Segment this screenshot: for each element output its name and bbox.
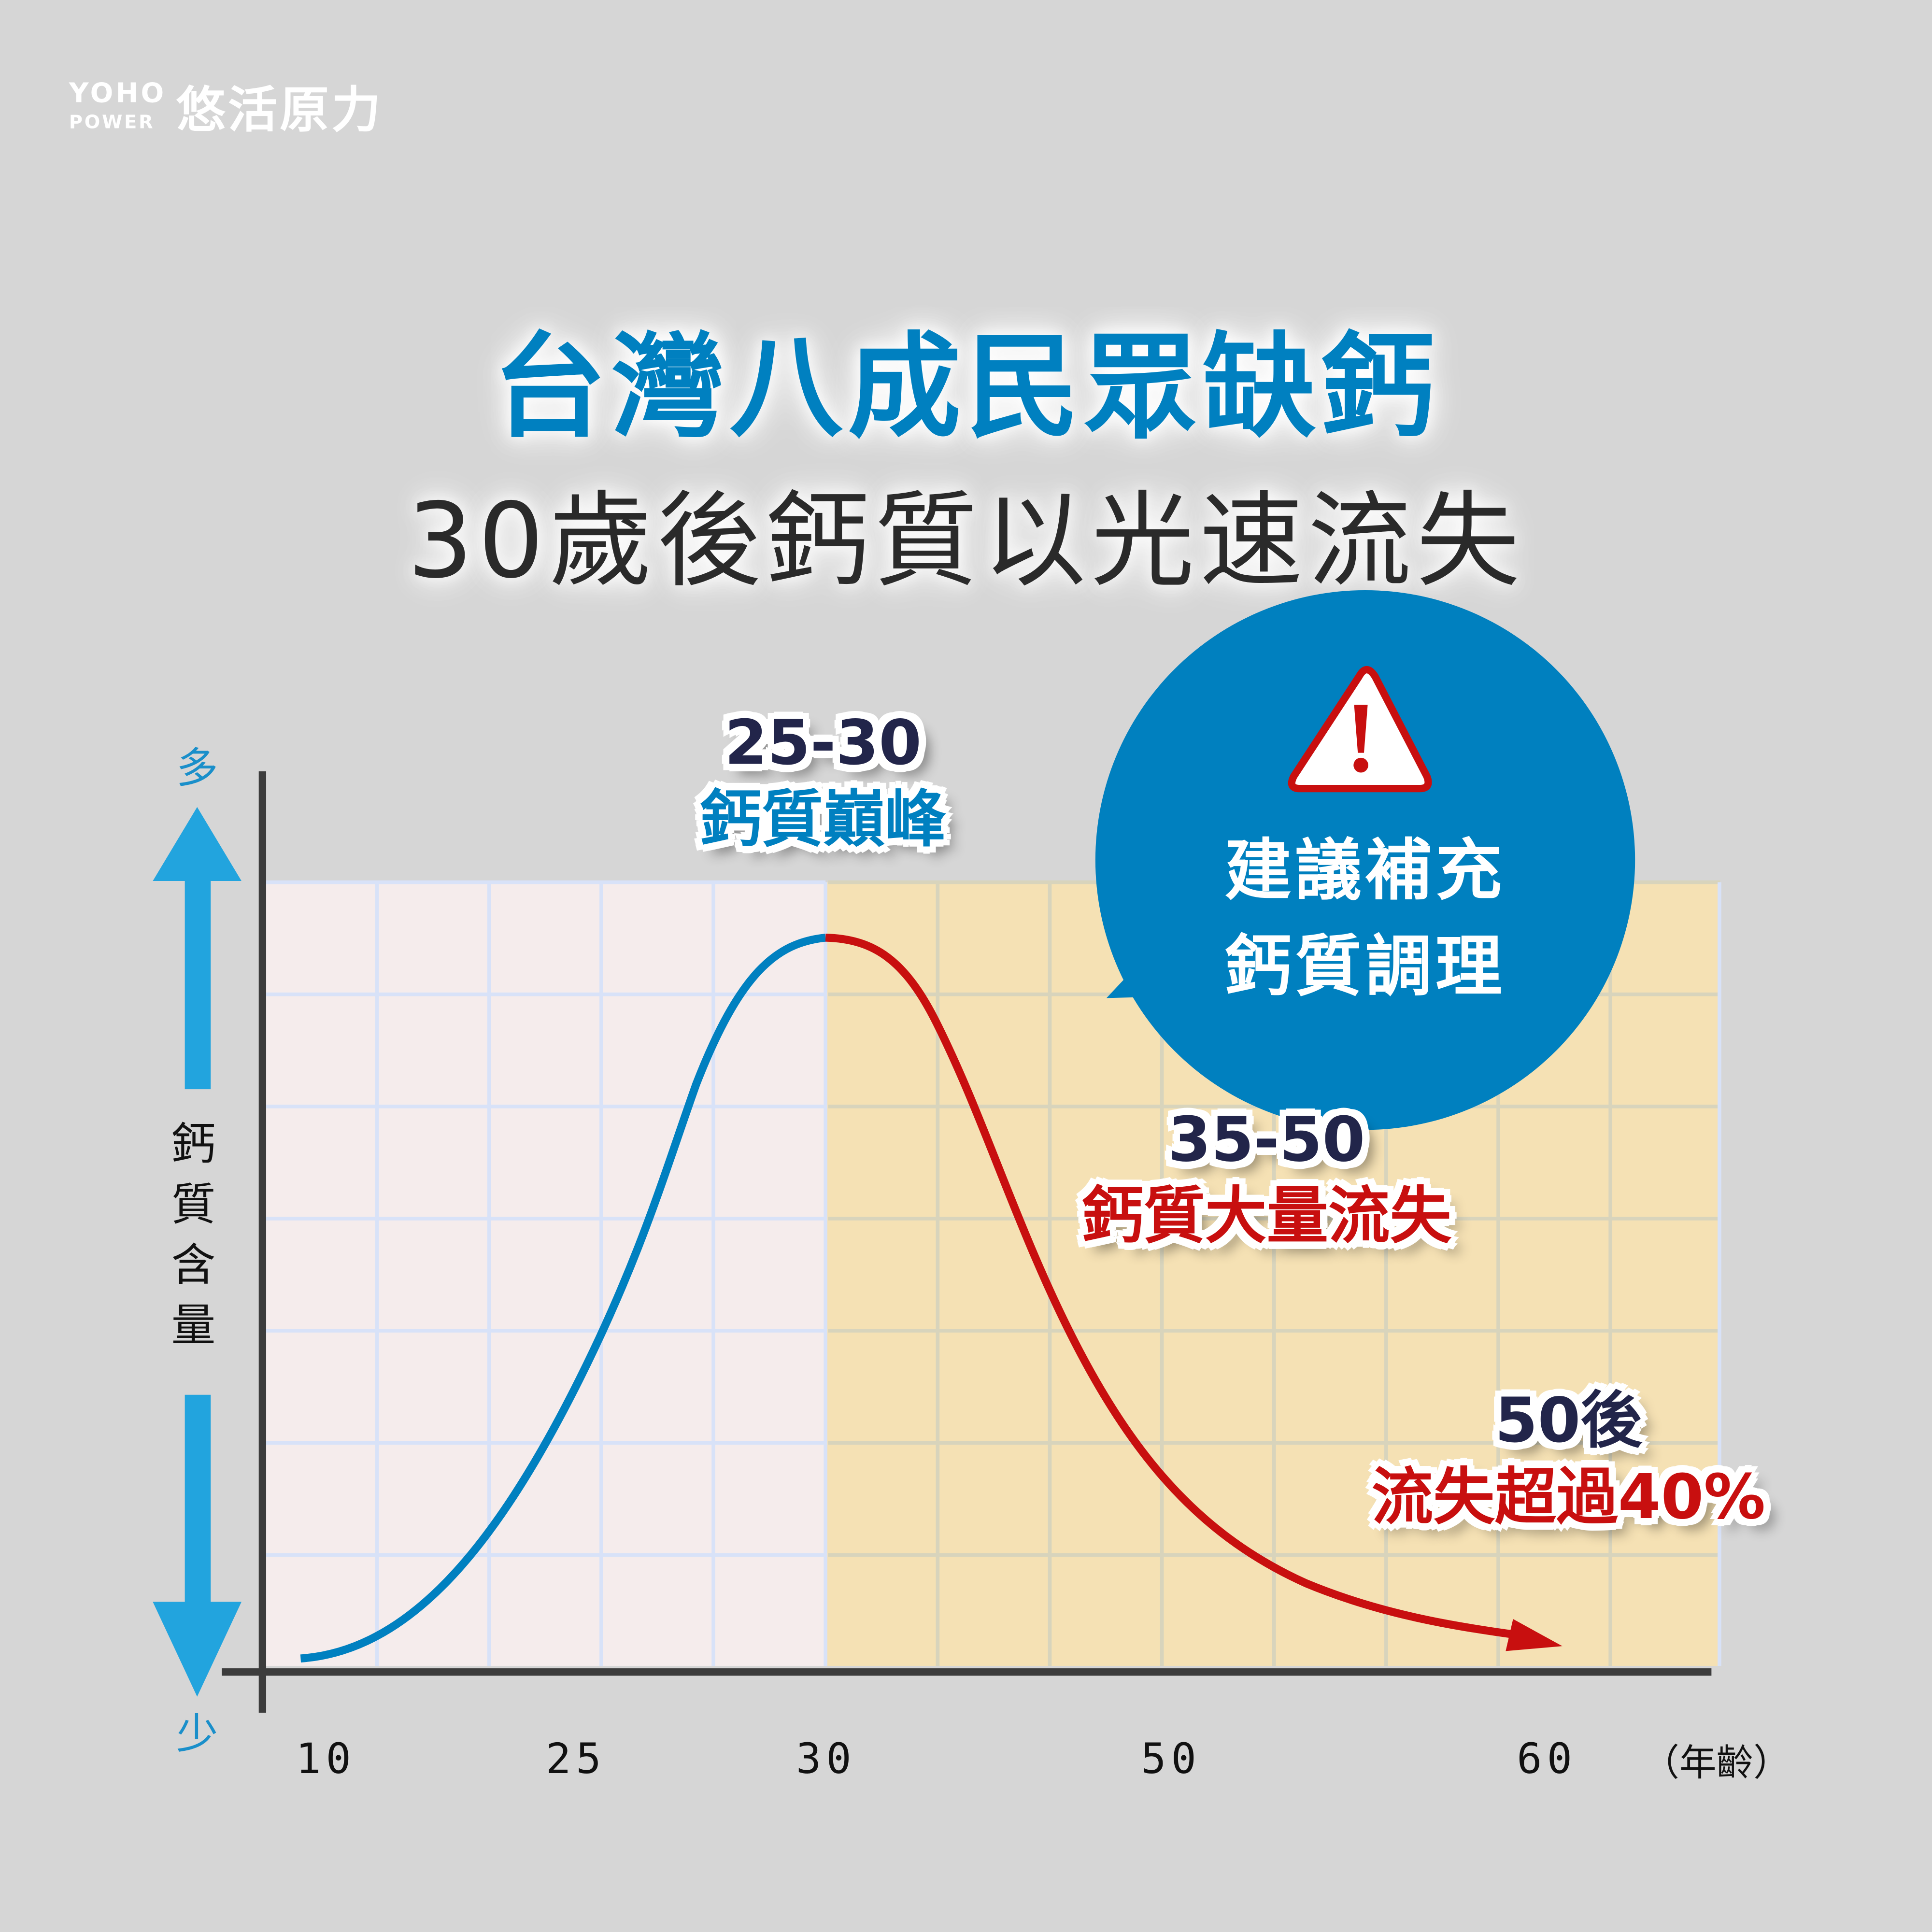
x-tick-50: 50: [1141, 1734, 1202, 1784]
callout-after-range: 50後: [1494, 1385, 1642, 1457]
callout-after-text: 流失超過40%: [1371, 1461, 1766, 1533]
callout-peak: 25-30 鈣質巔峰: [675, 712, 971, 850]
bubble-line2: 鈣質調理: [1224, 927, 1506, 1006]
logo-chinese: 悠活原力: [176, 82, 384, 140]
curve-rise: [300, 934, 826, 1662]
page-title: 台灣八成民眾缺鈣: [493, 321, 1439, 454]
page-subtitle: 30歲後鈣質以光速流失: [407, 480, 1525, 601]
x-tick-30: 30: [796, 1734, 856, 1784]
y-axis-title-char: 質: [171, 1180, 216, 1231]
arrow-up-icon: [153, 807, 242, 1090]
arrow-down-icon: [153, 1394, 242, 1697]
y-axis-title-char: 含: [171, 1240, 216, 1292]
x-tick-10: 10: [296, 1734, 356, 1784]
curve-decline: [825, 934, 1519, 1639]
decline-arrowhead-icon: [1506, 1619, 1563, 1651]
x-tick-60: 60: [1517, 1734, 1577, 1784]
callout-loss-text: 鈣質大量流失: [1081, 1180, 1452, 1252]
y-axis-low-label: 少: [176, 1710, 218, 1760]
x-axis-unit: （年齡）: [1642, 1742, 1790, 1786]
callout-peak-range: 25-30: [724, 707, 922, 779]
y-axis-title: 鈣 質 含 量: [166, 1115, 220, 1357]
grid-lines-youth: [266, 880, 828, 1666]
bubble-message: 建議補充 鈣質調理: [1146, 823, 1584, 1015]
logo-english: YOHO POWER: [69, 78, 167, 133]
brand-logo: YOHO POWER 悠活原力: [69, 70, 383, 142]
logo-line2: POWER: [69, 110, 155, 133]
speech-bubble: [1095, 590, 1635, 1130]
logo-line1: YOHO: [69, 78, 167, 109]
bubble-line1: 建議補充: [1224, 831, 1506, 909]
callout-loss: 35-50 鈣質大量流失: [1045, 1109, 1488, 1247]
y-axis: [258, 771, 267, 1713]
y-axis-high-label: 多: [176, 744, 218, 794]
y-axis-title-char: 鈣: [171, 1120, 216, 1171]
callout-loss-range: 35-50: [1168, 1104, 1365, 1176]
warning-icon: [1288, 666, 1432, 793]
y-axis-title-char: 量: [171, 1301, 216, 1352]
callout-peak-text: 鈣質巔峰: [699, 783, 947, 855]
x-tick-25: 25: [546, 1734, 606, 1784]
x-axis: [222, 1668, 1712, 1676]
callout-after: 50後 流失超過40%: [1353, 1390, 1784, 1528]
